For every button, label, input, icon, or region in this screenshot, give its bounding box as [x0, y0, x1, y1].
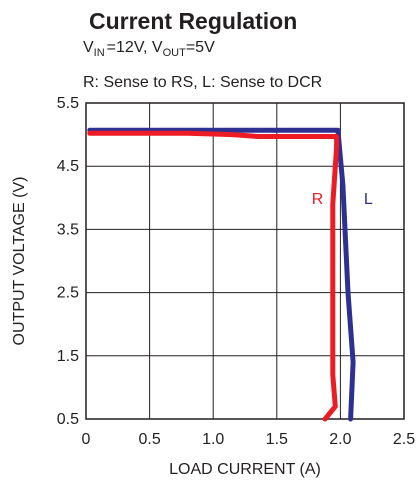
vout-subscript: OUT: [162, 47, 186, 59]
series-annotation-l: L: [364, 191, 373, 208]
x-tick-label: 1.0: [202, 431, 224, 448]
y-tick-label: 1.5: [57, 348, 79, 365]
series-line-l: [87, 127, 356, 422]
chart-title: Current Regulation: [89, 8, 298, 34]
x-tick-label: 1.5: [266, 431, 288, 448]
plot-frame: [85, 102, 405, 420]
x-tick-label: 0: [82, 431, 91, 448]
vout-symbol: V: [151, 39, 163, 56]
y-tick-label: 5.5: [57, 95, 79, 112]
y-tick-label: 3.5: [57, 221, 79, 238]
y-tick-labels: 0.5 1.5 2.5 3.5 4.5 5.5: [57, 95, 79, 428]
series-annotation-r: R: [312, 191, 324, 208]
input-output-conditions: VIN =12V, VOUT=5V: [83, 38, 215, 59]
vin-subscript: IN: [93, 47, 105, 59]
x-axis-label: LOAD CURRENT (A): [169, 461, 321, 478]
x-tick-label: 2.0: [329, 431, 351, 448]
y-tick-label: 0.5: [57, 411, 79, 428]
y-tick-label: 4.5: [57, 158, 79, 175]
vout-value: =5V: [185, 39, 215, 56]
vin-symbol: V: [83, 39, 94, 56]
x-tick-labels: 0 0.5 1.0 1.5 2.0 2.5: [82, 431, 416, 448]
sense-legend-note: R: Sense to RS, L: Sense to DCR: [83, 74, 323, 91]
series-lines: [87, 127, 356, 422]
x-tick-label: 2.5: [393, 431, 415, 448]
x-tick-label: 0.5: [138, 431, 160, 448]
y-tick-label: 2.5: [57, 285, 79, 302]
series-line-r: [87, 130, 340, 422]
y-axis-label: OUTPUT VOLTAGE (V): [11, 177, 28, 346]
vin-value: =12V,: [106, 39, 148, 56]
grid-lines: [86, 103, 404, 419]
